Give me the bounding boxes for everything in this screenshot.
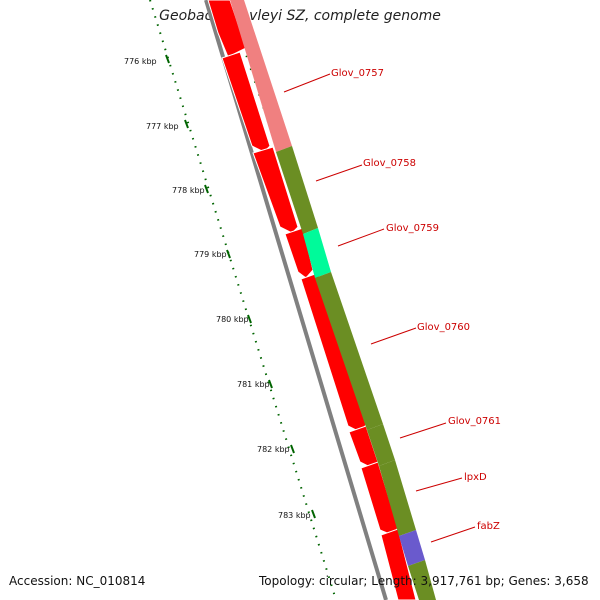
tick-label-780: 780 kbp — [216, 315, 249, 324]
tick-783 — [311, 509, 316, 519]
genome-stats-text: Topology: circular; Length: 3,917,761 bp… — [259, 574, 589, 588]
cog-track — [230, 0, 436, 600]
tick-label-777: 777 kbp — [146, 122, 179, 131]
cog-salmon-segment — [230, 0, 292, 152]
gene-leaders — [283, 73, 476, 543]
tick-781 — [268, 379, 273, 389]
tick-label-783: 783 kbp — [278, 511, 311, 520]
tick-labels: 776 kbp 777 kbp 778 kbp 779 kbp 780 kbp … — [124, 57, 311, 520]
cds-track — [207, 0, 417, 600]
major-ticks — [165, 54, 316, 519]
tick-776 — [165, 54, 170, 64]
cds-arrow-4 — [284, 227, 314, 279]
cds-arrow-8 — [380, 528, 417, 600]
tick-label-778: 778 kbp — [172, 186, 205, 195]
leader-glov0760 — [370, 327, 417, 345]
gene-label-lpxd: lpxD — [464, 472, 487, 483]
gene-label-fabz: fabZ — [477, 521, 500, 532]
leader-lpxd — [415, 477, 463, 492]
gene-label-glov0757: Glov_0757 — [331, 68, 384, 79]
tick-779 — [226, 249, 231, 259]
cog-olive-segment-2 — [315, 272, 383, 430]
leader-glov0758 — [315, 164, 363, 182]
gene-labels: Glov_0757 Glov_0758 Glov_0759 Glov_0760 … — [331, 68, 501, 532]
gene-label-glov0760: Glov_0760 — [417, 322, 470, 333]
cog-olive-segment-3 — [367, 424, 395, 466]
tick-777 — [184, 119, 189, 129]
tick-778 — [204, 184, 209, 194]
cog-olive-segment-1 — [276, 146, 318, 234]
leader-glov0759 — [337, 228, 385, 247]
cds-arrow-3 — [252, 146, 299, 234]
tick-label-779: 779 kbp — [194, 250, 227, 259]
cog-olive-segment-4 — [379, 460, 416, 536]
accession-text: Accession: NC_010814 — [9, 574, 146, 588]
tick-label-776: 776 kbp — [124, 57, 157, 66]
tick-782 — [290, 444, 295, 454]
tick-780 — [247, 314, 252, 324]
cog-aqua-segment — [303, 228, 331, 278]
tick-label-782: 782 kbp — [257, 445, 290, 454]
leader-fabz — [430, 526, 476, 543]
gene-label-glov0761: Glov_0761 — [448, 416, 501, 427]
tick-label-781: 781 kbp — [237, 380, 270, 389]
leader-glov0761 — [399, 422, 447, 439]
gene-label-glov0759: Glov_0759 — [386, 223, 439, 234]
gene-label-glov0758: Glov_0758 — [363, 158, 416, 169]
leader-glov0757 — [283, 73, 331, 93]
cog-violet-segment — [399, 530, 425, 566]
cog-olive-segment-5 — [408, 560, 436, 600]
